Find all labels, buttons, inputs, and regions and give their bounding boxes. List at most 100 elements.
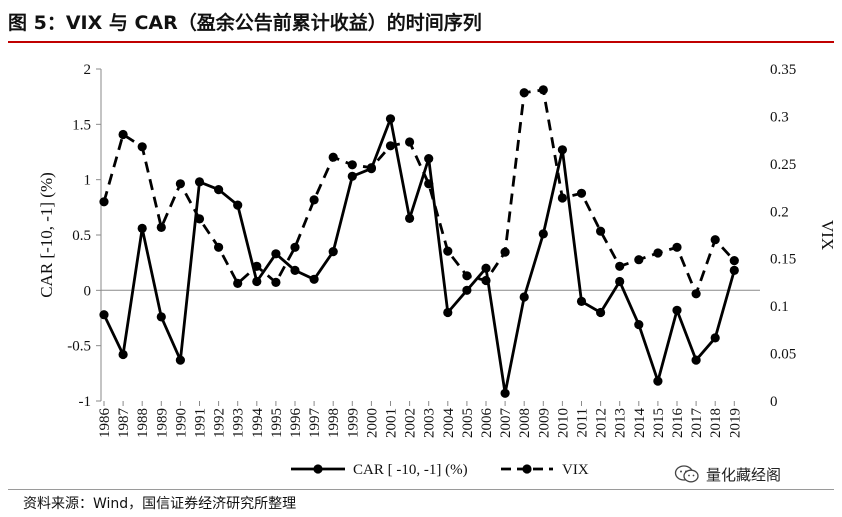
legend: CAR [ -10, -1] (%) VIX — [291, 462, 589, 478]
data-point — [156, 222, 166, 232]
data-point — [710, 333, 720, 343]
data-point — [233, 278, 243, 288]
x-tick-label: 1986 — [97, 408, 113, 439]
data-point — [271, 277, 281, 287]
data-point — [634, 255, 644, 265]
wechat-icon — [674, 465, 699, 483]
data-point — [710, 235, 720, 245]
data-point — [328, 247, 338, 257]
x-tick-label: 2002 — [403, 408, 419, 438]
x-tick-label: 2012 — [594, 408, 610, 438]
right-tick-label: 0.35 — [770, 62, 796, 78]
line-chart: 2 1.5 1 0.5 0 -0.5 -1 0.35 0.3 0.25 0.2 0.15 0.1 0.0… — [37, 62, 837, 478]
watermark: 量化藏经阁 — [674, 462, 834, 486]
data-point — [596, 226, 606, 236]
x-tick-label: 2016 — [670, 408, 686, 439]
x-tick-label: 2019 — [727, 408, 743, 438]
data-point — [500, 388, 510, 398]
x-tick-label: 1997 — [307, 408, 323, 439]
left-tick-label: 2 — [84, 62, 92, 78]
data-point — [405, 213, 415, 223]
left-tick-label: 1.5 — [72, 117, 91, 133]
data-point — [175, 355, 185, 365]
data-point — [576, 188, 587, 198]
series-layer — [99, 85, 739, 398]
legend-item-car[interactable]: CAR [ -10, -1] (%) — [291, 462, 468, 478]
x-axis-ticks: 1986 1987 1988 1989 1990 1991 1992 1993 1994 1995… — [97, 401, 743, 438]
data-point — [309, 195, 319, 205]
data-point — [175, 179, 185, 189]
data-point — [500, 247, 510, 257]
right-tick-label: 0.25 — [770, 157, 796, 173]
right-axis-ticks: 0.35 0.3 0.25 0.2 0.15 0.1 0.05 0 — [770, 62, 796, 410]
x-tick-label: 2017 — [689, 408, 705, 439]
data-point — [519, 88, 529, 98]
source-note: 资料来源：Wind，国信证券经济研究所整理 — [23, 496, 297, 512]
title-rule — [8, 41, 834, 43]
data-point — [615, 261, 625, 271]
data-point — [462, 285, 472, 295]
data-point — [405, 137, 415, 147]
data-point — [653, 376, 663, 386]
x-tick-label: 2004 — [441, 408, 457, 439]
left-tick-label: -0.5 — [67, 339, 91, 355]
y2-axis-title: VIX — [818, 220, 837, 250]
data-point — [214, 185, 224, 195]
footer-rule — [8, 489, 834, 490]
x-tick-label: 2009 — [536, 408, 552, 438]
data-point — [634, 320, 644, 330]
x-tick-label: 2000 — [364, 408, 380, 438]
data-point — [443, 307, 453, 318]
data-point — [538, 85, 548, 95]
series-line — [102, 117, 736, 395]
y-axis-title: CAR [-10, -1] (%) — [37, 172, 56, 298]
x-tick-label: 2018 — [708, 408, 724, 438]
x-tick-label: 1989 — [154, 408, 170, 438]
legend-item-vix[interactable]: VIX — [501, 462, 589, 478]
right-tick-label: 0 — [770, 394, 778, 410]
data-point — [557, 193, 568, 203]
data-point — [194, 177, 205, 187]
data-point — [519, 292, 529, 302]
data-point — [385, 114, 396, 124]
left-tick-label: 0 — [84, 283, 92, 299]
data-point — [290, 265, 300, 275]
data-point — [118, 349, 128, 360]
data-point — [99, 197, 109, 207]
x-tick-label: 2007 — [498, 408, 514, 439]
data-point — [309, 274, 319, 284]
data-point — [424, 179, 434, 189]
x-tick-label: 1993 — [231, 408, 247, 438]
data-point — [538, 229, 548, 239]
left-tick-label: 0.5 — [72, 228, 91, 244]
data-point — [99, 310, 109, 320]
data-point — [729, 265, 739, 275]
data-point — [328, 152, 338, 162]
x-tick-label: 1998 — [326, 408, 342, 438]
x-tick-label: 2014 — [632, 408, 648, 439]
data-point — [252, 276, 262, 287]
data-point — [347, 160, 357, 170]
series-vix — [99, 85, 739, 299]
data-point — [214, 242, 224, 252]
data-point — [156, 312, 166, 322]
x-tick-label: 1995 — [269, 408, 285, 438]
x-tick-label: 2008 — [517, 408, 533, 438]
data-point — [290, 242, 300, 252]
data-point — [118, 129, 128, 140]
data-point — [557, 145, 568, 155]
right-tick-label: 0.2 — [770, 204, 789, 220]
x-tick-label: 2013 — [613, 408, 629, 438]
x-tick-label: 2010 — [555, 408, 571, 438]
left-axis-ticks: 2 1.5 1 0.5 0 -0.5 -1 — [67, 62, 101, 410]
data-point — [481, 275, 491, 286]
x-tick-label: 2003 — [422, 408, 438, 438]
data-point — [271, 249, 281, 259]
figure-title: 图 5：VIX 与 CAR（盈余公告前累计收益）的时间序列 — [8, 12, 482, 34]
left-axis: 2 1.5 1 0.5 0 -0.5 -1 — [67, 62, 102, 410]
data-point — [615, 276, 625, 287]
data-point — [481, 263, 491, 273]
series-car — [99, 114, 739, 398]
legend-car-marker — [313, 464, 323, 474]
legend-vix-marker — [522, 464, 532, 474]
